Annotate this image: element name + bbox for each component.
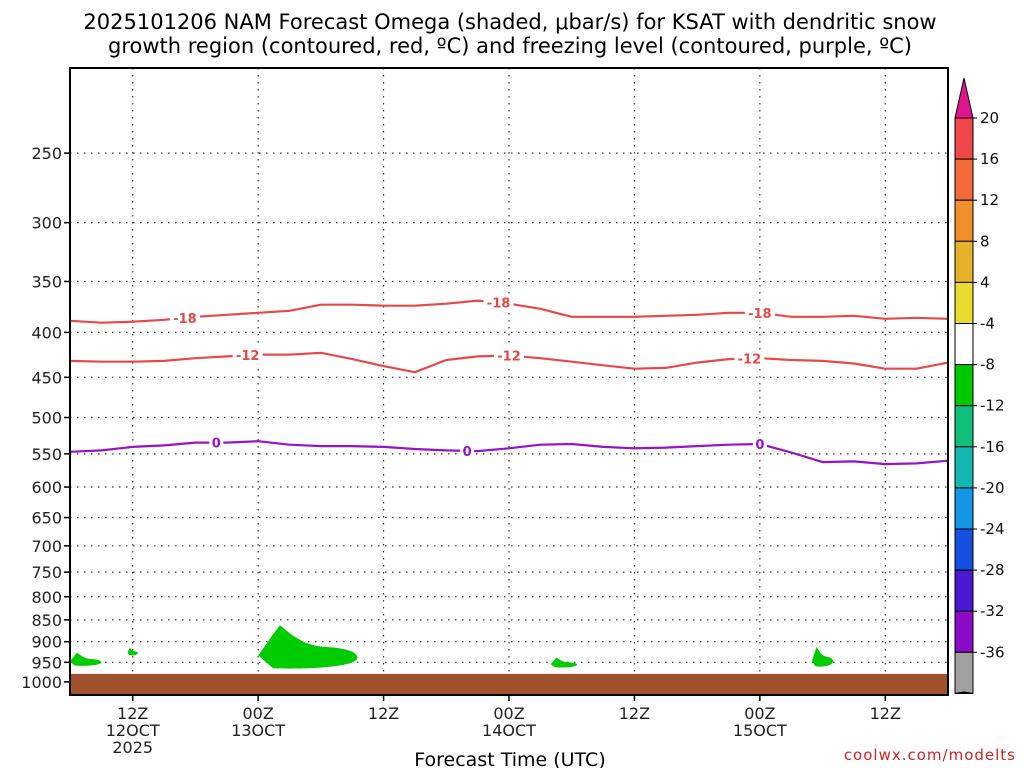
contour-label-background (483, 294, 514, 311)
ground-surface (70, 673, 948, 695)
colorbar-tick-label: -8 (980, 356, 995, 374)
colorbar-tick-label: -32 (980, 602, 1005, 620)
watermark-credit: coolwx.com/modelts (844, 746, 1016, 764)
colorbar-segment (954, 651, 974, 694)
omega-colorbar: 20 16 12 8 4 -4 -8 -12 -16 -20 -24 -28 -32 -36 (954, 77, 1005, 694)
time-tick-label: 00Z (744, 704, 775, 723)
contour-label-background (734, 350, 765, 367)
colorbar-segment (954, 610, 974, 653)
pressure-tick-label: 700 (31, 537, 62, 556)
pressure-tick-label: 500 (31, 408, 62, 427)
colorbar-segment (954, 199, 974, 242)
colorbar-tick-label: 8 (980, 232, 990, 250)
colorbar-tick-label: -24 (980, 520, 1005, 538)
colorbar-segment (954, 323, 974, 366)
omega-shaded-region (550, 657, 577, 668)
pressure-tick-label: 750 (31, 563, 62, 582)
pressure-tick-label: 1000 (21, 673, 62, 692)
colorbar-segment (954, 158, 974, 201)
colorbar-segment (954, 240, 974, 283)
contour-label-background (460, 442, 475, 459)
colorbar-segment (954, 569, 974, 612)
pressure-tick-label: 600 (31, 478, 62, 497)
colorbar-segment (954, 446, 974, 489)
time-tick-label: 12OCT (106, 721, 160, 740)
gridlines (70, 68, 948, 695)
title-line-1: 2025101206 NAM Forecast Omega (shaded, μ… (83, 10, 936, 34)
colorbar-tick-label: -12 (980, 397, 1005, 415)
colorbar-tick-label: -16 (980, 438, 1005, 456)
time-tick-label: 2025 (112, 738, 153, 757)
omega-shading (70, 625, 834, 669)
colorbar-bottom-arrow (954, 691, 974, 694)
time-tick-label: 12Z (870, 704, 901, 723)
colorbar-segment (954, 281, 974, 324)
contour-label-background (744, 304, 775, 321)
colorbar-top-arrow (954, 77, 974, 119)
time-tick-label: 00Z (242, 704, 273, 723)
omega-shaded-region (70, 652, 102, 666)
pressure-tick-label: 300 (31, 214, 62, 233)
pressure-tick-label: 350 (31, 272, 62, 291)
contour-label-background (494, 347, 524, 364)
colorbar-tick-label: -4 (980, 315, 995, 333)
pressure-tick-label: 650 (31, 509, 62, 528)
colorbar-tick-label: -36 (980, 643, 1005, 661)
contour-label-background (752, 436, 767, 453)
contour-label-background (169, 309, 200, 326)
colorbar-tick-label: 20 (980, 109, 999, 127)
colorbar-tick-label: -20 (980, 479, 1005, 497)
contour-label-background (232, 347, 263, 364)
contour-label: 0 (463, 445, 472, 460)
time-tick-label: 13OCT (231, 721, 285, 740)
pressure-tick-label: 400 (31, 323, 62, 342)
colorbar-tick-label: 16 (980, 150, 999, 168)
contour-label: -12 (738, 352, 762, 367)
contour-label: -12 (236, 349, 260, 364)
chart-title: 2025101206 NAM Forecast Omega (shaded, μ… (83, 10, 936, 58)
colorbar-segment (954, 364, 974, 407)
contour-label: -18 (173, 312, 197, 327)
time-tick-label: 12Z (619, 704, 650, 723)
pressure-tick-label: 850 (31, 611, 62, 630)
colorbar-segment (954, 117, 974, 160)
colorbar-tick-label: 12 (980, 191, 999, 209)
contour-label: -18 (748, 307, 772, 322)
time-tick-label: 12Z (368, 704, 399, 723)
title-line-2: growth region (contoured, red, ºC) and f… (108, 34, 912, 58)
omega-shaded-region (812, 646, 834, 667)
contour-label: -18 (487, 297, 511, 312)
colorbar-tick-label: -28 (980, 561, 1005, 579)
pressure-tick-label: 450 (31, 368, 62, 387)
pressure-tick-label: 950 (31, 653, 62, 672)
omega-shaded-region (258, 625, 358, 669)
temperature-contours: -18 -18 -18 -12 -12 -12 0 0 0 (69, 294, 949, 466)
pressure-axis: 250 300 350 400 450 500 550 600 650 700 750 800 850 9… (21, 144, 70, 692)
pressure-tick-label: 800 (31, 588, 62, 607)
colorbar-segment (954, 528, 974, 571)
time-tick-label: 12Z (117, 704, 148, 723)
contour-label-background (209, 434, 224, 451)
pressure-tick-label: 550 (31, 445, 62, 464)
time-tick-label: 14OCT (482, 721, 536, 740)
contour-label: 0 (212, 437, 221, 452)
contour-label: -12 (497, 350, 521, 365)
x-axis-label: Forecast Time (UTC) (414, 749, 605, 768)
plot-area: -18 -18 -18 -12 -12 -12 0 0 0 (69, 67, 949, 696)
pressure-tick-label: 900 (31, 633, 62, 652)
colorbar-segment (954, 487, 974, 530)
contour-label: 0 (755, 438, 764, 453)
pressure-tick-label: 250 (31, 144, 62, 163)
time-tick-label: 15OCT (733, 721, 787, 740)
time-tick-label: 00Z (493, 704, 524, 723)
colorbar-segment (954, 405, 974, 448)
colorbar-tick-label: 4 (980, 273, 990, 291)
omega-shaded-region (127, 647, 138, 656)
